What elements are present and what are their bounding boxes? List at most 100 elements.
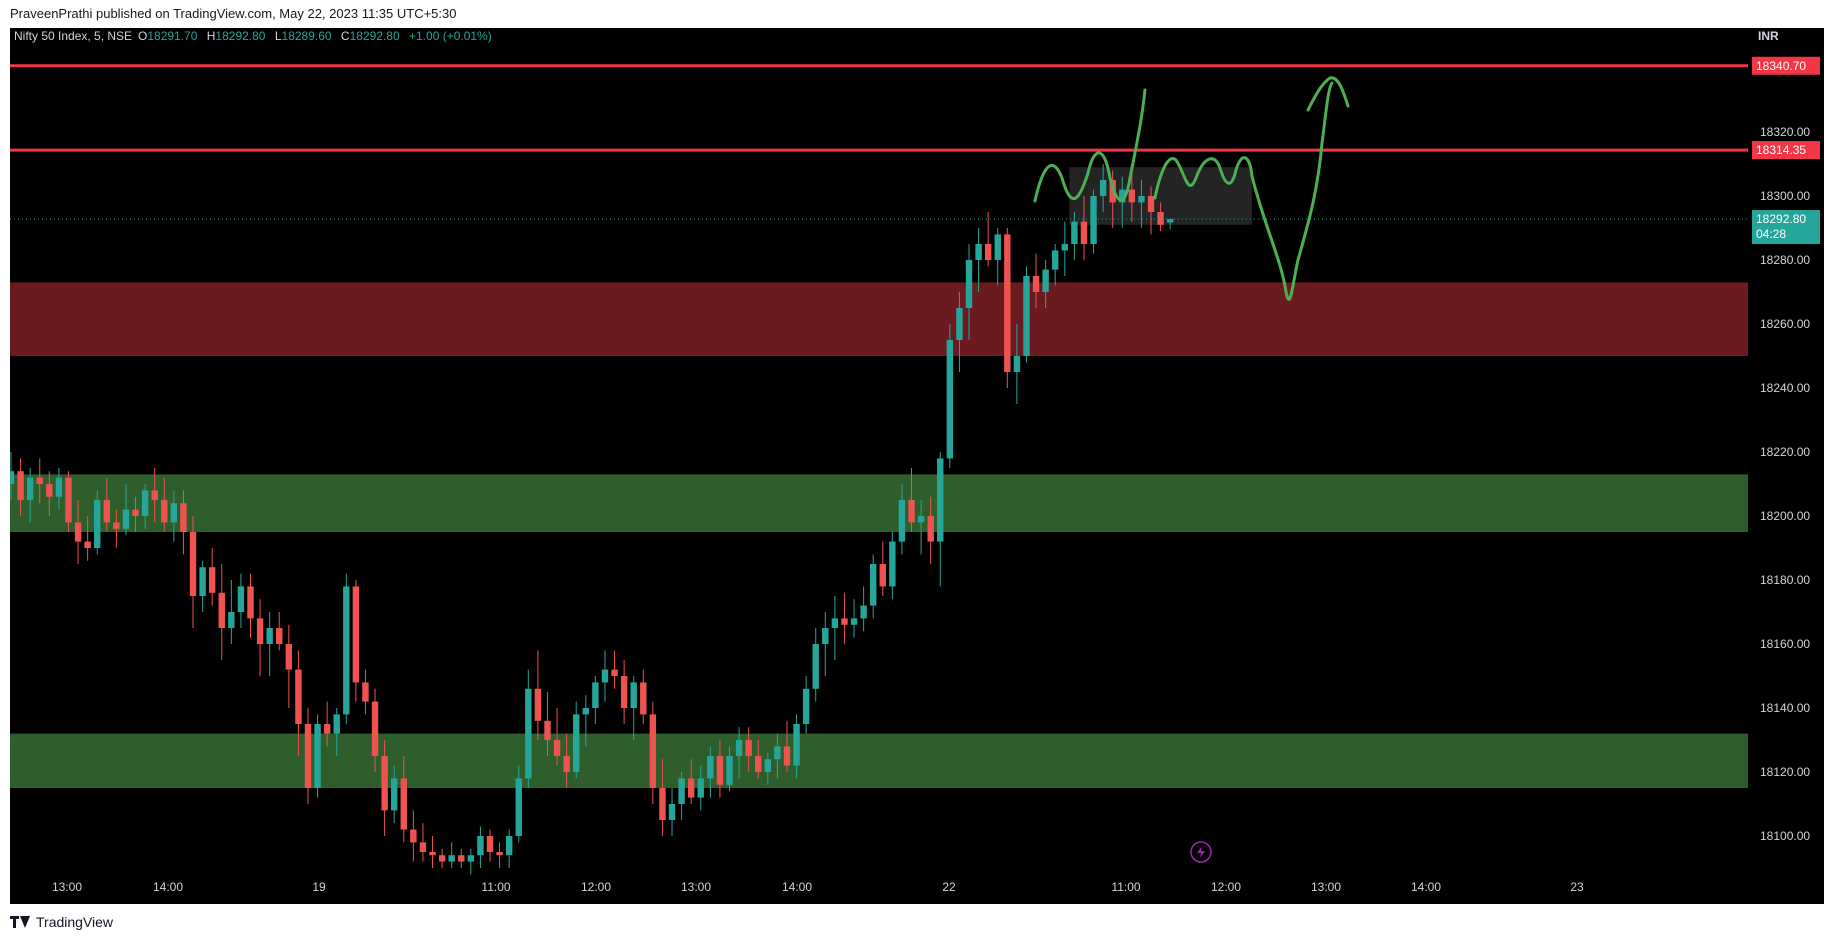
candle xyxy=(994,228,1001,286)
candle xyxy=(295,650,302,756)
candle-body xyxy=(927,516,934,542)
candle xyxy=(381,740,388,836)
legend-ohlc: O18291.70 H18292.80 L18289.60 C18292.80 … xyxy=(138,29,492,43)
candle xyxy=(1080,196,1088,260)
candle-body xyxy=(515,778,522,836)
candle-body xyxy=(994,234,1001,260)
candle-body xyxy=(687,778,695,798)
candle-body xyxy=(410,829,417,843)
candle xyxy=(889,532,896,600)
candle-body xyxy=(774,746,781,760)
candle xyxy=(276,612,283,651)
candle-body xyxy=(601,669,609,683)
candle-body xyxy=(716,756,724,785)
candle-body xyxy=(965,260,973,308)
candle-body xyxy=(937,458,944,542)
candle-body xyxy=(678,778,685,804)
candle xyxy=(975,228,982,292)
candle-body xyxy=(362,682,369,702)
candle-body xyxy=(333,714,340,734)
candle xyxy=(678,772,685,820)
brand-name: TradingView xyxy=(36,914,114,930)
candle xyxy=(170,490,178,542)
candle xyxy=(84,516,91,561)
y-tick-label: 18160.00 xyxy=(1760,637,1810,651)
candle xyxy=(55,468,63,510)
candle-body xyxy=(84,541,91,548)
candle-body xyxy=(247,586,254,619)
candle xyxy=(917,500,925,555)
candle-body xyxy=(659,788,666,820)
candle-body xyxy=(525,688,532,779)
price-label-resistance-2-bg xyxy=(1752,141,1820,160)
y-tick-label: 18280.00 xyxy=(1760,253,1810,267)
candle-body xyxy=(180,503,187,532)
legend-h-value: 18292.80 xyxy=(215,29,265,43)
candle xyxy=(103,477,110,532)
tradingview-logo[interactable]: TradingView xyxy=(10,914,113,930)
candle-body xyxy=(735,740,743,756)
candle xyxy=(745,727,752,772)
candle xyxy=(822,612,829,676)
chart-frame[interactable]: 18320.00 18300.00 18280.00 18260.00 18240.00… xyxy=(7,28,1824,904)
price-label-resistance-top-bg xyxy=(1752,56,1820,75)
legend-c-label: C xyxy=(341,29,350,43)
time-axis: 13:00 14:00 19 11:00 12:00 13:00 14:00 22 11:00 1… xyxy=(52,880,1584,894)
candle xyxy=(544,692,551,756)
x-tick-label: 13:00 xyxy=(52,880,82,894)
candle xyxy=(850,599,858,638)
candle xyxy=(17,458,24,516)
tradingview-icon xyxy=(10,916,30,928)
candle-body xyxy=(218,592,225,628)
y-tick-label: 18220.00 xyxy=(1760,445,1810,459)
candle-body xyxy=(764,759,772,772)
candle-body xyxy=(1119,189,1126,203)
candle xyxy=(1004,228,1011,388)
candle-body xyxy=(151,490,158,500)
candle xyxy=(323,701,331,747)
y-tick-label: 18320.00 xyxy=(1760,125,1810,139)
candle-body xyxy=(984,244,992,260)
candle-body xyxy=(55,477,63,497)
candle xyxy=(640,669,647,724)
candle xyxy=(755,740,762,779)
candle-body xyxy=(161,500,168,523)
lightning-icon[interactable] xyxy=(1190,841,1212,863)
candle xyxy=(668,788,676,836)
candle-body xyxy=(630,682,637,708)
candle-body xyxy=(917,516,925,523)
x-tick-label: 19 xyxy=(312,880,326,894)
candle xyxy=(7,452,15,500)
candle xyxy=(592,676,599,724)
candle xyxy=(410,810,417,862)
candle xyxy=(391,765,398,824)
candles-layer xyxy=(7,164,1748,875)
candle-body xyxy=(391,778,398,811)
candle-body xyxy=(812,644,819,689)
candle-body xyxy=(1004,234,1011,372)
candle-body xyxy=(898,500,906,542)
candle xyxy=(1166,219,1174,230)
candle xyxy=(1090,189,1097,254)
drawing-layer xyxy=(1033,76,1350,301)
candle xyxy=(793,714,800,779)
candle xyxy=(908,468,915,532)
price-chart[interactable]: 18320.00 18300.00 18280.00 18260.00 18240.00… xyxy=(7,28,1824,904)
x-tick-label: 23 xyxy=(1570,880,1584,894)
x-tick-label: 11:00 xyxy=(481,880,510,894)
candle xyxy=(764,752,772,785)
candle-body xyxy=(189,532,197,596)
candle-body xyxy=(707,756,714,779)
candle xyxy=(132,496,139,532)
candle-body xyxy=(74,522,82,542)
candle-body xyxy=(850,618,858,625)
candle xyxy=(161,477,168,532)
candle xyxy=(573,701,580,779)
x-tick-label: 12:00 xyxy=(581,880,611,894)
candle-body xyxy=(697,778,704,798)
candle-body xyxy=(946,340,954,459)
candle xyxy=(659,759,666,836)
candle-body xyxy=(323,724,331,734)
candle-body xyxy=(860,605,867,619)
candle-body xyxy=(1099,180,1107,196)
